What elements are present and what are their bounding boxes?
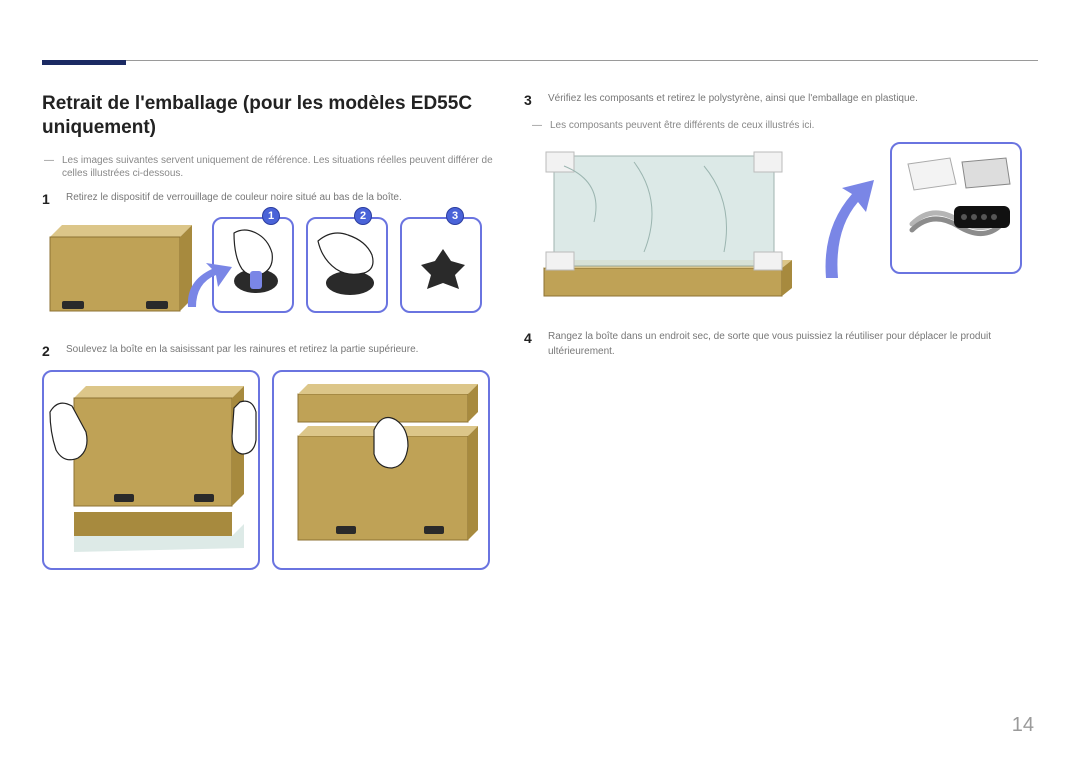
open-box-icon bbox=[274, 372, 490, 570]
illustration-row-1: 1 2 3 bbox=[42, 217, 512, 325]
curved-arrow-icon bbox=[182, 261, 236, 321]
illustration-row-2 bbox=[42, 370, 512, 570]
step-text: Vérifiez les composants et retirez le po… bbox=[548, 92, 918, 109]
lift-box-illustration bbox=[42, 370, 260, 570]
components-note: Les composants peuvent être différents d… bbox=[530, 119, 1038, 133]
section-heading: Retrait de l'emballage (pour les modèles… bbox=[42, 92, 512, 140]
lock-step-box-3 bbox=[400, 217, 482, 313]
wrapped-panel-illustration bbox=[524, 142, 824, 312]
step-number: 2 bbox=[42, 343, 56, 360]
step-3: 3 Vérifiez les composants et retirez le … bbox=[524, 92, 1038, 109]
step-badge-1: 1 bbox=[262, 207, 280, 225]
cardboard-box-icon bbox=[42, 217, 200, 325]
lift-box-icon bbox=[44, 372, 260, 570]
step-text: Soulevez la boîte en la saisissant par l… bbox=[66, 343, 418, 360]
step-text: Rangez la boîte dans un endroit sec, de … bbox=[548, 330, 1038, 359]
step-4: 4 Rangez la boîte dans un endroit sec, d… bbox=[524, 330, 1038, 359]
illustration-row-3 bbox=[524, 142, 1038, 312]
reference-note: Les images suivantes servent uniquement … bbox=[42, 154, 512, 181]
page-number: 14 bbox=[1012, 714, 1034, 737]
accessories-box bbox=[890, 142, 1022, 274]
lock-step-box-2 bbox=[306, 217, 388, 313]
badge-row: 1 2 3 bbox=[262, 207, 464, 225]
curved-arrow-icon bbox=[818, 172, 878, 292]
box-illustration bbox=[42, 217, 200, 325]
wrapped-panel-icon bbox=[524, 142, 824, 312]
step-badge-3: 3 bbox=[446, 207, 464, 225]
right-column: 3 Vérifiez les composants et retirez le … bbox=[524, 92, 1038, 369]
left-column: Retrait de l'emballage (pour les modèles… bbox=[42, 92, 512, 588]
step-2: 2 Soulevez la boîte en la saisissant par… bbox=[42, 343, 512, 360]
page-top-rule bbox=[42, 60, 1038, 61]
step-1: 1 Retirez le dispositif de verrouillage … bbox=[42, 191, 512, 208]
step-number: 1 bbox=[42, 191, 56, 208]
page-top-accent bbox=[42, 60, 126, 65]
step-text: Retirez le dispositif de verrouillage de… bbox=[66, 191, 402, 208]
step-number: 3 bbox=[524, 92, 538, 109]
step-badge-2: 2 bbox=[354, 207, 372, 225]
hand-remove-lock-icon bbox=[308, 219, 388, 313]
lock-piece-icon bbox=[402, 219, 482, 313]
open-box-illustration bbox=[272, 370, 490, 570]
step-number: 4 bbox=[524, 330, 538, 359]
accessories-icon bbox=[902, 154, 1014, 266]
